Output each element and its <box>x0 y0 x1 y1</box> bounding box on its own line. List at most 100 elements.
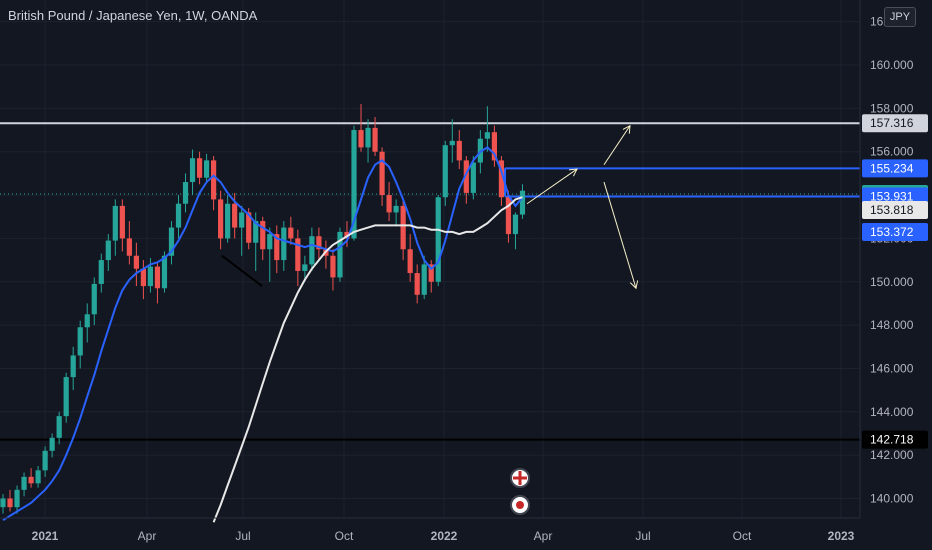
projection-arrow-3 <box>603 181 637 289</box>
candle-body <box>435 197 441 282</box>
candle-body <box>161 255 168 289</box>
ma-fast-value-bg <box>862 223 928 242</box>
candle-body <box>393 205 399 213</box>
candle-body <box>133 255 139 269</box>
candle-body <box>456 140 462 161</box>
x-tick-label: Oct <box>733 529 752 543</box>
candle-body <box>379 151 385 196</box>
candle-body <box>119 205 125 239</box>
candle-body <box>330 255 336 278</box>
candle-body <box>260 221 266 250</box>
chart-title: British Pound / Japanese Yen, 1W, OANDA <box>8 8 258 23</box>
candle-body <box>386 195 392 213</box>
ma-slow-value-bg <box>862 201 928 220</box>
candle-body <box>21 476 27 490</box>
candle-body <box>42 450 48 471</box>
y-tick-label: 148.000 <box>870 318 914 332</box>
candle-body <box>281 227 287 261</box>
candle-body <box>372 127 378 152</box>
candle-body <box>246 212 252 243</box>
candle-body <box>7 498 13 508</box>
candle-body <box>225 203 231 239</box>
candle-body <box>112 205 118 241</box>
candle-body <box>84 314 90 328</box>
level-label-142-bg <box>862 430 928 449</box>
candle-body <box>302 264 308 271</box>
y-tick-label: 160.000 <box>870 58 914 72</box>
candle-body <box>505 197 512 235</box>
candle-body <box>211 160 217 200</box>
x-tick-label: 2022 <box>431 529 458 543</box>
level-label-142: 142.718 <box>870 433 914 447</box>
candle-body <box>70 355 76 378</box>
japan-flag-dot <box>516 501 524 509</box>
candle-body <box>274 234 280 261</box>
candle-body <box>519 190 526 215</box>
candle-body <box>253 221 259 243</box>
candle-body <box>470 162 476 193</box>
box-label-155: 155.234 <box>870 161 914 175</box>
plot-area <box>0 0 860 518</box>
candle-body <box>442 145 448 198</box>
candle-body <box>105 240 111 261</box>
candle-body <box>218 199 224 239</box>
candle-body <box>147 266 154 287</box>
candle-body <box>182 182 189 204</box>
ma-slow-value: 153.818 <box>870 203 914 217</box>
x-tick-label: Jul <box>235 529 250 543</box>
candle-body <box>498 160 505 198</box>
candle-body <box>407 249 413 274</box>
candle-body <box>0 498 6 508</box>
level-label-157: 157.316 <box>870 116 914 130</box>
projection-arrow-1-head <box>568 168 578 177</box>
candle-body <box>77 327 83 356</box>
candle-body <box>168 227 175 256</box>
candle-body <box>428 264 434 282</box>
projection-arrow-1 <box>526 168 578 205</box>
y-tick-label: 146.000 <box>870 361 914 375</box>
time-axis[interactable]: 2021 Apr Jul Oct 2022 Apr Jul Oct 2023 <box>32 529 855 543</box>
candle-body <box>400 205 406 250</box>
x-tick-label: 2023 <box>828 529 855 543</box>
drawings <box>221 124 639 290</box>
y-tick-label: 142.000 <box>870 448 914 462</box>
candle-body <box>337 231 343 278</box>
candle-body <box>358 130 364 148</box>
candle-body <box>309 236 315 265</box>
candle-body <box>175 203 182 228</box>
y-tick-label: 144.000 <box>870 405 914 419</box>
projection-arrow-2 <box>603 125 631 165</box>
candle-body <box>196 158 203 178</box>
y-tick-label: 158.000 <box>870 101 914 115</box>
candle-body <box>63 377 69 417</box>
event-markers[interactable] <box>510 468 530 515</box>
candle-body <box>140 268 146 287</box>
box-label-153: 153.931 <box>870 190 914 204</box>
candle-body <box>288 227 294 239</box>
y-tick-label: 150.000 <box>870 275 914 289</box>
currency-button[interactable]: JPY <box>884 7 916 27</box>
ma-fast-line <box>2 146 524 522</box>
level-lines <box>0 122 860 441</box>
x-tick-label: Oct <box>335 529 354 543</box>
y-tick-label: 156.000 <box>870 145 914 159</box>
candle-body <box>189 158 196 183</box>
moving-averages <box>2 146 524 523</box>
candle-body <box>512 214 519 235</box>
ma-slow-line <box>212 196 523 523</box>
candle-body <box>316 236 322 250</box>
projection-arrow-3-head <box>629 280 639 290</box>
level-label-157-bg <box>862 114 928 133</box>
candle-body <box>56 416 62 438</box>
candle-body <box>35 470 41 484</box>
candle-body <box>91 283 97 315</box>
candle-body <box>414 273 420 295</box>
candle-body <box>14 489 20 508</box>
candle-body <box>484 132 490 139</box>
candles <box>0 104 526 514</box>
x-tick-label: Apr <box>534 529 553 543</box>
x-tick-label: Apr <box>138 529 157 543</box>
candle-body <box>239 212 245 228</box>
